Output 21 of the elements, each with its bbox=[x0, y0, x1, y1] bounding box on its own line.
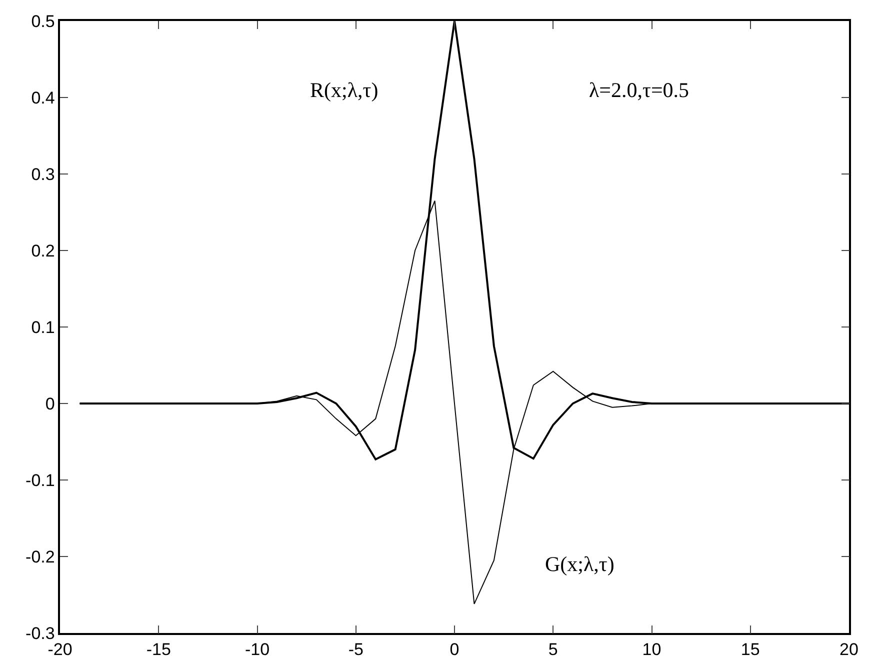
y-tick-label: -0.1 bbox=[26, 470, 55, 490]
x-tick-label: 20 bbox=[840, 640, 858, 660]
y-tick-label: 0 bbox=[45, 394, 55, 414]
y-tick-label: 0.1 bbox=[31, 318, 55, 337]
y-tick-label: 0.3 bbox=[31, 164, 55, 184]
x-tick-label: -15 bbox=[146, 640, 171, 660]
y-tick-label: 0.5 bbox=[31, 12, 55, 31]
x-tick-label: 0 bbox=[450, 640, 460, 660]
y-tick-label: -0.2 bbox=[26, 547, 55, 566]
y-tick-label: 0.4 bbox=[31, 88, 55, 108]
x-tick-label: 10 bbox=[642, 640, 662, 660]
x-tick-label: 5 bbox=[548, 640, 558, 660]
y-tick-label: -0.3 bbox=[26, 624, 55, 643]
y-tick-label: 0.2 bbox=[31, 241, 55, 260]
x-tick-label: -5 bbox=[348, 640, 364, 660]
x-tick-label: -10 bbox=[244, 640, 270, 660]
annotation: λ=2.0,τ=0.5 bbox=[589, 78, 690, 102]
annotation: R(x;λ,τ) bbox=[310, 78, 378, 102]
annotation: G(x;λ,τ) bbox=[545, 552, 614, 576]
x-tick-label: 15 bbox=[740, 640, 760, 660]
x-tick-label: -20 bbox=[48, 640, 72, 660]
